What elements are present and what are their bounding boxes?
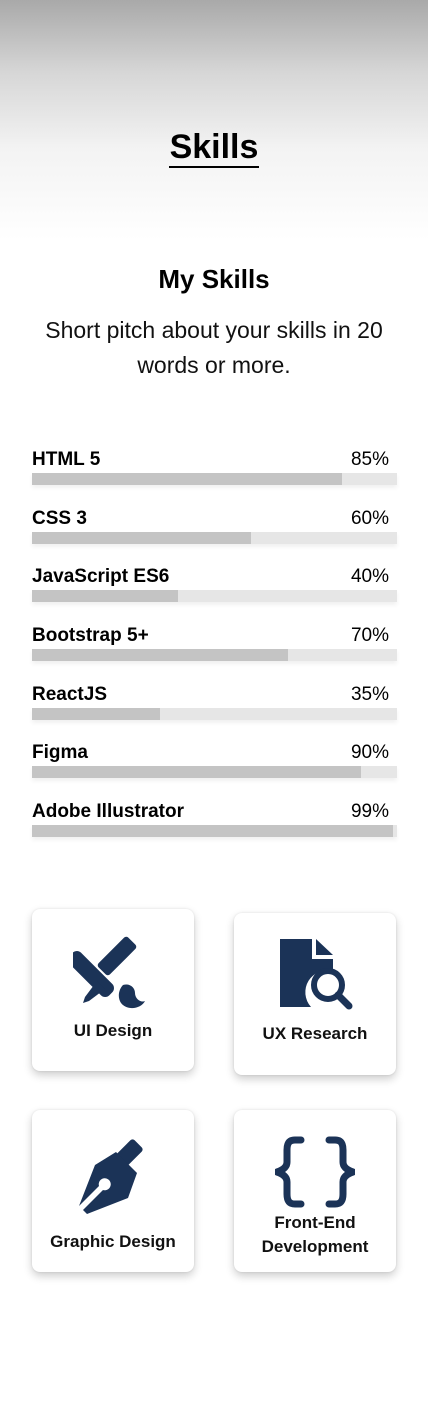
skill-name: JavaScript ES6 (32, 566, 170, 588)
skill-row: HTML 5 85% (32, 447, 397, 506)
pen-nib-icon (73, 1138, 153, 1218)
skill-row: Figma 90% (32, 740, 397, 799)
skill-name: Adobe Illustrator (32, 801, 185, 823)
pencil-brush-icon (73, 933, 153, 1013)
skill-progress-bar (32, 473, 397, 485)
skill-name: ReactJS (32, 683, 107, 705)
service-card-ux-research[interactable]: UX Research (234, 913, 396, 1075)
skill-progress-bar (32, 766, 397, 779)
skill-progress-fill (32, 473, 343, 485)
skill-progress-bar (32, 649, 397, 662)
skill-progress-fill (32, 766, 361, 779)
service-card-front-end-development[interactable]: Front-End Development (234, 1110, 396, 1272)
skill-row: JavaScript ES6 40% (32, 564, 397, 623)
skill-progress-fill (32, 531, 251, 544)
service-card-label: Graphic Design (50, 1232, 176, 1251)
file-search-icon (275, 935, 355, 1015)
skill-percent: 85% (350, 449, 389, 470)
page-title-text: Skills (168, 128, 260, 168)
curly-braces-icon (275, 1132, 355, 1212)
skill-progress-fill (32, 825, 394, 838)
skill-progress-bar (32, 825, 397, 838)
section-heading: My Skills (158, 264, 270, 294)
page-title: Skills (0, 126, 428, 168)
skill-percent: 90% (350, 742, 389, 764)
service-card-graphic-design[interactable]: Graphic Design (32, 1110, 194, 1272)
section-pitch: Short pitch about your skills in 20 word… (45, 317, 383, 378)
hero-header (0, 0, 428, 240)
skill-name: Figma (32, 742, 88, 764)
skill-name: HTML 5 (32, 449, 101, 470)
skill-progress-fill (32, 590, 178, 603)
service-card-label: UI Design (73, 1021, 153, 1040)
skill-percent: 35% (350, 683, 389, 705)
skill-percent: 40% (350, 566, 389, 588)
skill-progress-bar (32, 531, 397, 544)
skill-row: Bootstrap 5+ 70% (32, 623, 397, 682)
skill-progress-fill (32, 707, 160, 720)
skill-row: Adobe Illustrator 99% (32, 799, 397, 858)
skill-row: CSS 3 60% (32, 506, 397, 565)
service-card-ui-design[interactable]: UI Design (32, 909, 194, 1071)
skill-progress-bar (32, 707, 397, 720)
skill-percent: 99% (350, 801, 389, 823)
skill-percent: 70% (350, 625, 389, 647)
skill-name: Bootstrap 5+ (32, 625, 149, 647)
skill-name: CSS 3 (32, 507, 87, 529)
skill-percent: 60% (350, 507, 389, 529)
skill-row: ReactJS 35% (32, 682, 397, 741)
skill-progress-bar (32, 590, 397, 603)
service-card-label: Front-End Development (261, 1213, 369, 1256)
skill-progress-fill (32, 649, 288, 662)
service-card-label: UX Research (262, 1024, 368, 1043)
skills-list: HTML 5 85% CSS 3 60% JavaScript ES6 40% … (32, 447, 397, 858)
